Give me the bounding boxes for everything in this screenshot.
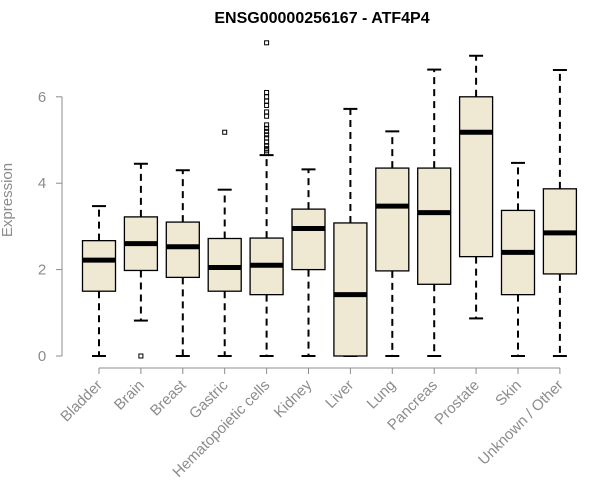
outlier-point	[264, 122, 270, 128]
outlier-point	[264, 89, 270, 95]
x-tick-label: Lung	[364, 377, 400, 413]
outlier-point	[138, 353, 144, 359]
outlier-point	[264, 113, 270, 119]
y-tick-label: 0	[38, 348, 46, 365]
outlier-point	[264, 125, 270, 131]
x-tick-label: Breast	[147, 376, 190, 419]
box-iqr	[207, 237, 242, 292]
chart-title: ENSG00000256167 - ATF4P4	[214, 10, 429, 27]
outlier-point	[264, 98, 270, 104]
box-8	[375, 130, 410, 357]
box-12	[542, 69, 578, 357]
x-tick-label: Prostate	[431, 377, 483, 429]
outlier-point	[264, 146, 270, 152]
y-tick-label: 2	[38, 262, 46, 279]
box-2	[123, 162, 159, 359]
box-iqr	[291, 208, 326, 271]
y-tick-label: 4	[38, 175, 46, 192]
box-5	[249, 40, 284, 357]
box-1	[81, 205, 117, 357]
box-6	[291, 168, 326, 357]
outlier-point	[264, 40, 270, 46]
box-iqr	[165, 221, 200, 279]
x-tick-label: Kidney	[271, 376, 316, 421]
x-tick-label: Skin	[492, 377, 525, 410]
outlier-point	[264, 109, 270, 115]
x-tick-label: Brain	[111, 377, 148, 414]
box-10	[458, 54, 494, 320]
outlier-point	[264, 143, 270, 149]
outlier-point	[264, 94, 270, 100]
box-iqr	[81, 240, 117, 292]
y-axis: 0 2 4 6	[38, 89, 63, 365]
boxes-group	[81, 40, 578, 359]
outlier-point	[264, 128, 270, 134]
y-axis-title: Expression	[0, 163, 16, 237]
box-iqr	[333, 222, 368, 357]
box-7	[333, 107, 368, 357]
box-iqr	[375, 167, 410, 272]
outlier-point	[264, 135, 270, 141]
outlier-point	[264, 102, 270, 108]
box-9	[417, 68, 452, 357]
x-tick-label: Bladder	[57, 377, 106, 426]
box-11	[500, 161, 536, 357]
box-3	[165, 169, 200, 357]
x-tick-label: Liver	[322, 377, 357, 412]
box-4	[207, 129, 242, 357]
y-tick-label: 6	[38, 89, 46, 106]
box-iqr	[417, 167, 452, 285]
outlier-point	[222, 129, 228, 135]
box-iqr	[458, 96, 494, 258]
outlier-point	[264, 132, 270, 138]
